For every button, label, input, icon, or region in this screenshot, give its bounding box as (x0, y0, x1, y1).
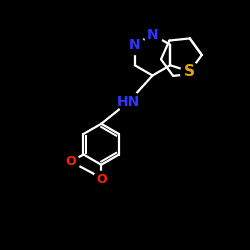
Text: N: N (129, 38, 140, 52)
Text: N: N (147, 28, 158, 42)
Text: O: O (66, 155, 76, 168)
Text: HN: HN (117, 95, 140, 109)
Text: S: S (184, 64, 195, 79)
Text: O: O (96, 173, 106, 186)
